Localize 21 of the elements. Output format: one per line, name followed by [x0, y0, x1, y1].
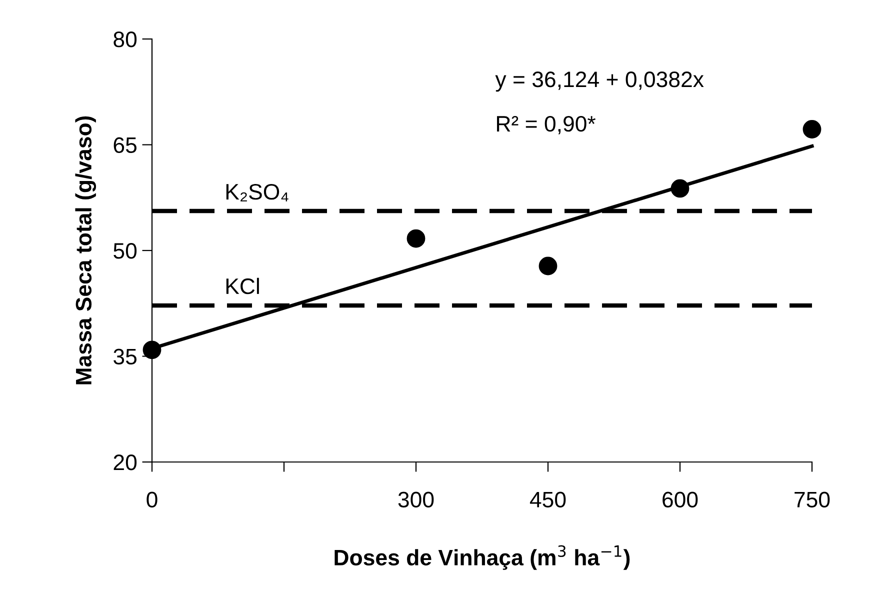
y-tick-label: 80 — [114, 32, 137, 48]
x-tick-label: 600 — [662, 492, 698, 508]
annotation: R² = 0,90* — [497, 116, 596, 134]
annotation: y = 36,124 + 0,0382x — [495, 72, 704, 92]
ref-line-label: KCl — [226, 278, 259, 294]
x-tick-label: 750 — [794, 492, 830, 508]
point — [802, 120, 822, 138]
point — [142, 340, 162, 360]
y-tick-label: 50 — [114, 243, 137, 259]
point — [670, 179, 690, 198]
y-tick-label: 65 — [114, 137, 136, 154]
point — [406, 229, 426, 248]
y-axis-title: Massa Seca total (g/vaso) — [75, 116, 96, 384]
point — [538, 256, 558, 276]
x-axis-title: Doses de Vinhaça (m$^{3}$ ha$^{−1}$) — [334, 545, 630, 570]
x-tick-label: 450 — [530, 492, 566, 508]
x-tick-label: 300 — [398, 492, 434, 508]
ref-line-label: K₂SO₄ — [226, 184, 288, 202]
x-tick-label: 0 — [146, 492, 158, 508]
y-tick-label: 35 — [114, 348, 136, 365]
y-tick-label: 20 — [114, 454, 137, 470]
